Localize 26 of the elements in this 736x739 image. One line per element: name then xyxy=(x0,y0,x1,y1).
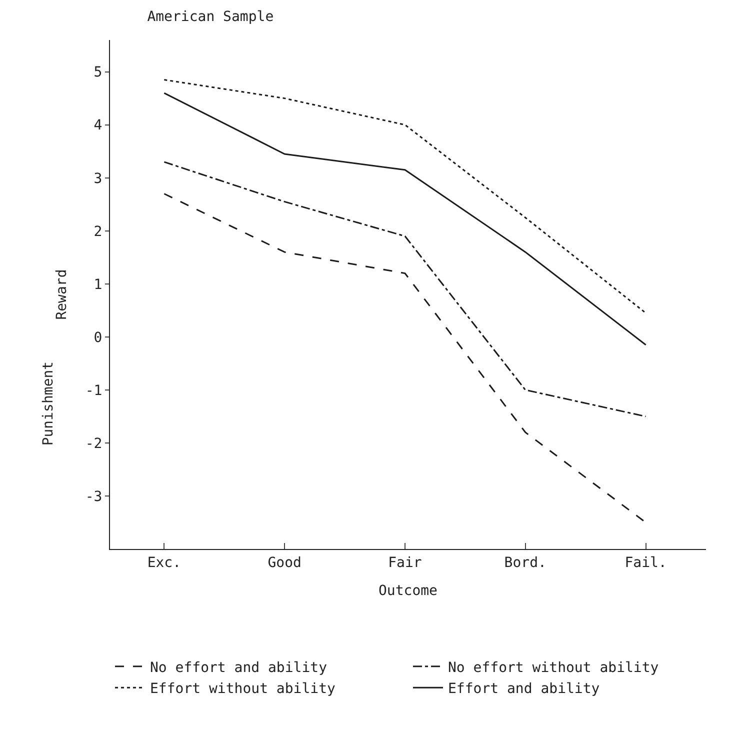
line-series xyxy=(163,92,647,346)
y-tick-label: -3 xyxy=(85,488,102,505)
x-tick-label: Exc. xyxy=(147,554,182,571)
y-axis-title: Reward xyxy=(54,269,70,320)
x-axis-title: Outcome xyxy=(378,583,438,600)
line-series xyxy=(163,193,647,524)
y-tick-label: -1 xyxy=(85,382,102,399)
x-tick-label: Bord. xyxy=(504,554,546,571)
y-tick-label: 0 xyxy=(94,330,102,346)
y-tick-label: 4 xyxy=(94,118,102,134)
legend-label: No effort without ability xyxy=(448,660,659,676)
y-tick-label: -2 xyxy=(85,436,102,452)
legend-label: No effort and ability xyxy=(150,660,328,676)
y-tick-label: 5 xyxy=(94,64,102,81)
x-tick-label: Fail. xyxy=(624,554,667,571)
y-tick-label: 3 xyxy=(94,170,102,187)
text: Punishment xyxy=(40,361,56,446)
chart-title: American Sample xyxy=(147,8,274,25)
line-series xyxy=(163,161,647,418)
legend-label: Effort without ability xyxy=(150,681,336,698)
x-tick-label: Fair xyxy=(388,554,422,571)
x-tick-label: Good xyxy=(268,554,302,571)
y-tick-label: 2 xyxy=(94,224,102,240)
y-tick-label: 1 xyxy=(94,276,102,293)
legend-label: Effort and ability xyxy=(448,681,600,698)
line-series xyxy=(163,79,647,314)
